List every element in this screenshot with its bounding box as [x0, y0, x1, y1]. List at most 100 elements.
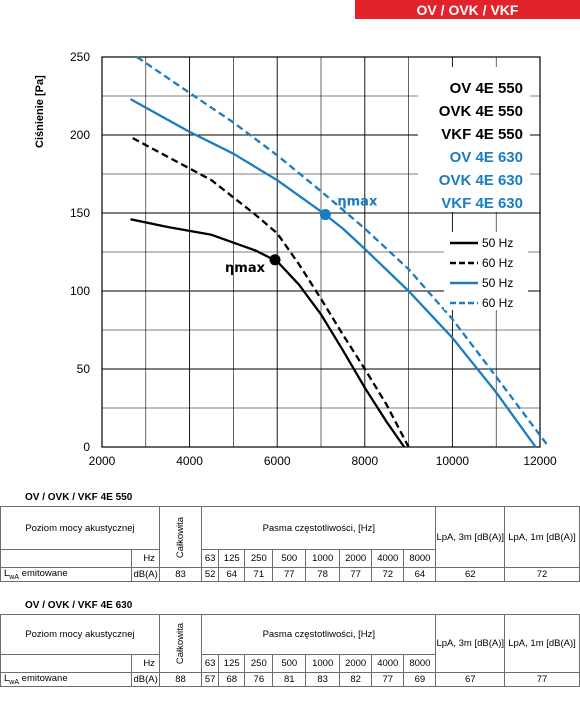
freq-cell: 1000	[305, 654, 341, 673]
empty-cell	[0, 654, 133, 673]
total-label-cell: Całkowita	[158, 506, 203, 568]
empty-cell	[0, 549, 133, 568]
value-cell: 77	[339, 567, 373, 582]
value-cell: 77	[272, 567, 307, 582]
model-label: OVK 4E 630	[439, 172, 523, 189]
lpa1-label-cell: LpA, 1m [dB(A)]	[504, 506, 580, 568]
eta-max-marker	[269, 254, 281, 266]
plot-frame	[101, 56, 541, 448]
y-axis-label: Ciśnienie [Pa]	[34, 75, 46, 148]
freq-cell: 500	[272, 549, 307, 568]
legend-label: 60 Hz	[482, 296, 513, 310]
value-cell: 52	[201, 567, 220, 582]
freq-cell: 125	[218, 654, 246, 673]
value-cell: 78	[305, 567, 341, 582]
total-value-cell: 88	[158, 672, 203, 687]
freq-cell: 8000	[403, 549, 437, 568]
value-cell: 57	[201, 672, 220, 687]
performance-chart: 2000 4000 6000 8000 10000 12000 0 50 100 150 200 25…	[34, 50, 557, 468]
row-label-cell: Poziom mocy akustycznej	[0, 506, 160, 550]
value-cell: 69	[403, 672, 437, 687]
value-cell: 64	[218, 567, 246, 582]
total-label: Całkowita	[175, 516, 187, 558]
x-tick-label: 6000	[264, 454, 291, 468]
eta-max-label: ηmax	[337, 195, 378, 210]
lpa3-value-cell: 67	[435, 672, 506, 687]
value-cell: 68	[218, 672, 246, 687]
lwa-label-cell: LwA emitowane	[0, 567, 133, 582]
model-label: VKF 4E 630	[441, 195, 523, 212]
x-tick-label: 10000	[436, 454, 470, 468]
legend-box	[444, 232, 528, 310]
bands-label-cell: Pasma częstotliwości, [Hz]	[201, 506, 437, 550]
series-line	[136, 56, 550, 448]
eta-max-marker	[319, 209, 331, 221]
freq-cell: 250	[244, 549, 274, 568]
lwa-prefix: L	[4, 673, 10, 685]
x-tick-label: 8000	[351, 454, 378, 468]
unit-db-cell: dB(A)	[131, 567, 160, 582]
total-label-cell: Całkowita	[158, 614, 203, 673]
y-tick-label: 0	[83, 440, 90, 454]
lwa-suffix: emitowane	[19, 568, 68, 580]
x-tick-label: 2000	[89, 454, 116, 468]
model-label: OVK 4E 550	[439, 103, 523, 120]
table1-title: OV / OVK / VKF 4E 550	[25, 492, 133, 503]
lwa-suffix: emitowane	[19, 673, 68, 685]
header-title: OV / OVK / VKF	[416, 2, 519, 18]
freq-cell: 2000	[339, 549, 373, 568]
freq-cell: 4000	[371, 549, 405, 568]
value-cell: 83	[305, 672, 341, 687]
total-value-cell: 83	[158, 567, 203, 582]
value-cell: 82	[339, 672, 373, 687]
unit-db-cell: dB(A)	[131, 672, 160, 687]
freq-cell: 250	[244, 654, 274, 673]
value-cell: 77	[371, 672, 405, 687]
y-tick-label: 250	[70, 50, 90, 64]
freq-cell: 63	[201, 549, 220, 568]
y-tick-label: 100	[70, 284, 90, 298]
model-label: OV 4E 630	[450, 149, 523, 166]
freq-cell: 2000	[339, 654, 373, 673]
acoustic-table-630: Poziom mocy akustycznej Całkowita Pasma …	[0, 614, 580, 687]
value-cell: 76	[244, 672, 274, 687]
y-tick-label: 150	[70, 206, 90, 220]
freq-cell: 125	[218, 549, 246, 568]
table2-title: OV / OVK / VKF 4E 630	[25, 600, 133, 611]
lpa3-label-cell: LpA, 3m [dB(A)]	[435, 614, 506, 673]
lpa1-value-cell: 77	[504, 672, 580, 687]
x-tick-label: 4000	[176, 454, 203, 468]
freq-cell: 500	[272, 654, 307, 673]
model-label: VKF 4E 550	[441, 126, 523, 143]
total-label: Całkowita	[175, 622, 187, 665]
freq-cell: 1000	[305, 549, 341, 568]
freq-cell: 8000	[403, 654, 437, 673]
lpa1-label-cell: LpA, 1m [dB(A)]	[504, 614, 580, 673]
value-cell: 81	[272, 672, 307, 687]
header-bar: OV / OVK / VKF	[355, 0, 580, 19]
value-cell: 64	[403, 567, 437, 582]
model-labels-box	[418, 67, 530, 212]
unit-hz-cell: Hz	[131, 549, 160, 568]
lpa3-value-cell: 62	[435, 567, 506, 582]
bands-label-cell: Pasma częstotliwości, [Hz]	[201, 614, 437, 655]
unit-hz-cell: Hz	[131, 654, 160, 673]
value-cell: 72	[371, 567, 405, 582]
eta-max-label: ηmax	[225, 261, 266, 276]
legend-label: 50 Hz	[482, 236, 513, 250]
y-tick-label: 50	[77, 362, 91, 376]
model-label: OV 4E 550	[450, 80, 523, 97]
series-line	[129, 98, 537, 448]
row-label-cell: Poziom mocy akustycznej	[0, 614, 160, 655]
y-tick-label: 200	[70, 128, 90, 142]
freq-cell: 4000	[371, 654, 405, 673]
series-line	[130, 218, 406, 448]
x-tick-label: 12000	[523, 454, 557, 468]
value-cell: 71	[244, 567, 274, 582]
lwa-sub: wA	[9, 573, 20, 581]
legend-label: 50 Hz	[482, 276, 513, 290]
series-line	[132, 137, 410, 448]
lwa-sub: wA	[9, 678, 20, 686]
acoustic-table-550: Poziom mocy akustycznej Całkowita Pasma …	[0, 506, 580, 582]
legend-label: 60 Hz	[482, 256, 513, 270]
